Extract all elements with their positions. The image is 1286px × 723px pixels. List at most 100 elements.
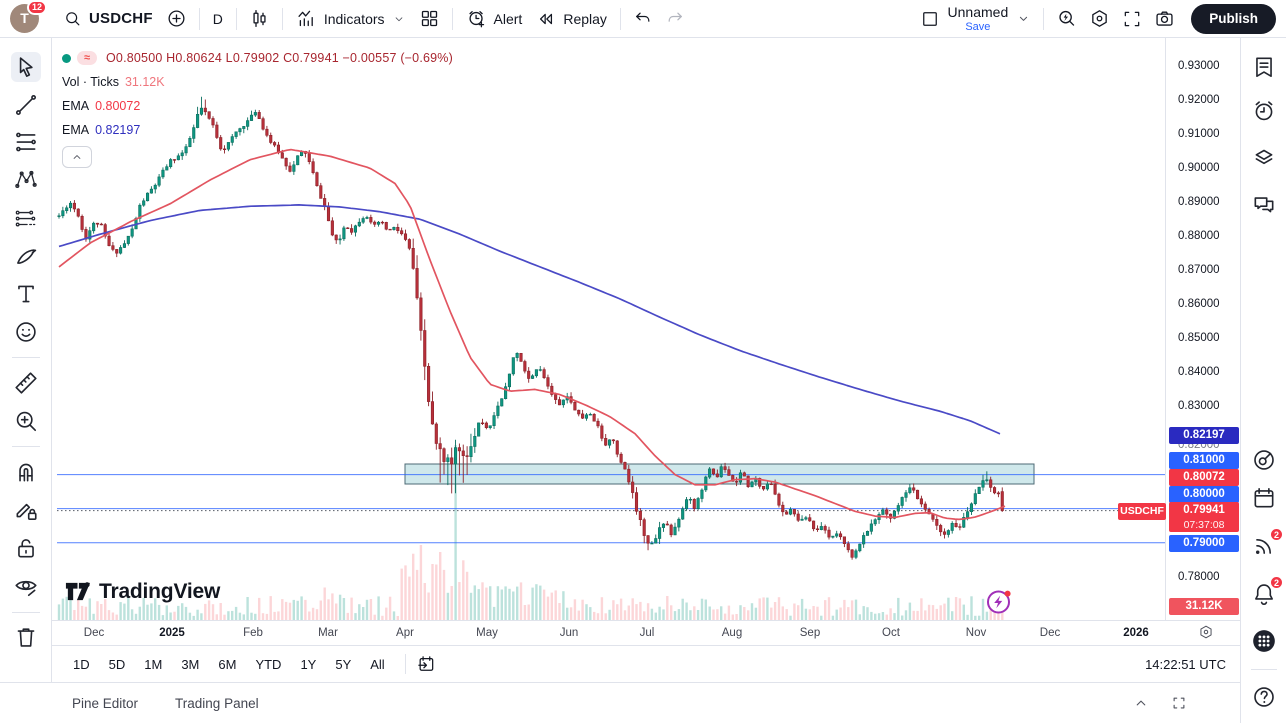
ideas-icon [1251,447,1277,473]
tool-fib-retracement[interactable] [11,127,41,157]
range-3m[interactable]: 3M [181,656,200,672]
range-5y[interactable]: 5Y [335,656,352,672]
settings-gear-icon[interactable] [1089,8,1110,29]
tab-trading-panel[interactable]: Trading Panel [175,695,259,711]
go-to-date-icon[interactable] [416,654,436,674]
sidebar-item-chat[interactable] [1250,190,1278,218]
magnet-mode-icon [13,459,39,485]
fullscreen-icon[interactable] [1122,9,1142,29]
price-tick: 0.89000 [1178,196,1220,208]
redo-icon[interactable] [665,9,685,29]
sidebar-item-apps-menu[interactable] [1250,627,1278,655]
range-5d[interactable]: 5D [108,656,126,672]
range-1d[interactable]: 1D [73,656,90,672]
separator [451,7,453,30]
sidebar-item-object-tree[interactable] [1250,143,1278,171]
tool-lock-all-drawings[interactable] [11,533,41,563]
separator [1043,7,1045,30]
topbar-right-group: Unnamed Save Publish [914,3,1276,34]
ema-fast-legend-row[interactable]: EMA 0.80072 [62,94,453,118]
price-tick: 0.88000 [1178,230,1220,242]
tool-forecast[interactable] [11,203,41,233]
watchlist-icon [1251,54,1277,80]
xabcd-pattern-icon [13,167,39,193]
price-tick: 0.87000 [1178,264,1220,276]
flash-alert-icon[interactable] [985,587,1014,619]
tool-text[interactable] [11,279,41,309]
notification-count-badge: 12 [26,0,47,15]
interval-button[interactable]: D [206,4,230,34]
volume-legend-row[interactable]: Vol · Ticks 31.12K [62,70,453,94]
quick-search-icon[interactable] [1056,8,1077,29]
clock[interactable]: 14:22:51 UTC [1145,656,1226,672]
undo-icon[interactable] [633,9,653,29]
candlestick-chart[interactable] [52,38,1165,620]
sidebar-item-alerts[interactable] [1250,97,1278,125]
panel-expand-icon[interactable] [1132,694,1150,712]
tool-ruler[interactable] [11,368,41,398]
range-6m[interactable]: 6M [218,656,237,672]
symbol-search[interactable]: USDCHF [56,4,160,34]
hide-all-drawings-icon [13,573,39,599]
layout-menu[interactable]: Unnamed Save [948,5,1009,33]
alert-button[interactable]: Alert [459,4,530,34]
sidebar-item-help[interactable] [1250,683,1278,711]
price-label: 0.80072 [1169,469,1239,486]
range-1y[interactable]: 1Y [300,656,317,672]
symbol-price-tag: USDCHF [1118,503,1166,520]
axis-settings-gear-icon[interactable] [1198,624,1214,640]
ohlc-values: O0.80500 H0.80624 L0.79902 C0.79941 −0.0… [106,50,453,65]
tool-brush[interactable] [11,241,41,271]
range-ytd[interactable]: YTD [255,656,282,672]
tool-trend-line[interactable] [11,90,41,120]
tradingview-logo-icon [65,582,91,601]
tool-magnet-mode[interactable] [11,457,41,487]
price-tick: 0.93000 [1178,60,1220,72]
time-tick: Oct [882,627,900,639]
sidebar-item-streams[interactable]: 2 [1250,527,1284,560]
layout-grid-icon[interactable] [419,8,440,29]
ema-slow-value: 0.82197 [95,122,141,137]
chevron-down-icon[interactable] [1016,11,1031,26]
ema-slow-legend-row[interactable]: EMA 0.82197 [62,118,453,142]
tool-hide-all-drawings[interactable] [11,571,41,601]
panel-maximize-icon[interactable] [1170,694,1188,712]
alert-clock-icon [466,8,487,29]
alert-label: Alert [493,10,523,27]
price-label: 0.82197 [1169,427,1239,444]
tool-xabcd-pattern[interactable] [11,165,41,195]
tab-pine-editor[interactable]: Pine Editor [72,695,139,711]
save-button[interactable]: Save [965,20,991,33]
sidebar-item-watchlist[interactable] [1250,53,1278,81]
add-symbol-icon[interactable] [166,8,187,29]
divider [12,612,40,613]
tool-zoom-in[interactable] [11,406,41,436]
tool-emoji[interactable] [11,317,41,347]
chart-type-icon[interactable] [249,8,270,29]
publish-button[interactable]: Publish [1191,3,1276,34]
price-tick: 0.84000 [1178,366,1220,378]
time-tick: Jun [559,627,579,639]
sidebar-item-calendar[interactable] [1250,484,1278,512]
interval-label: D [212,10,223,27]
forecast-icon [13,205,39,231]
snapshot-camera-icon[interactable] [1154,8,1175,29]
replay-button[interactable]: Replay [529,4,614,34]
tool-remove-objects[interactable] [11,622,41,652]
time-tick: Mar [318,627,338,639]
tool-cursor[interactable] [11,52,41,82]
range-1m[interactable]: 1M [144,656,163,672]
range-all[interactable]: All [370,656,385,672]
legend-collapse-button[interactable] [62,146,92,168]
time-axis[interactable]: Dec 2025 Feb Mar Apr May Jun Jul Aug Sep Oct Nov Dec… [52,620,1240,645]
user-avatar[interactable]: T 12 [10,0,47,34]
time-tick: Dec [1039,627,1061,639]
indicators-button[interactable]: Indicators [289,4,413,34]
symbol-legend-row[interactable]: ≈ O0.80500 H0.80624 L0.79902 C0.79941 −0… [62,46,453,70]
layout-square-icon[interactable] [920,9,940,29]
price-axis[interactable]: 0.93000 0.92000 0.91000 0.90000 0.89000 0.880… [1165,38,1240,620]
avatar-initial: T [20,10,29,26]
tool-stay-in-drawing-mode[interactable] [11,495,41,525]
sidebar-item-notifications[interactable]: 2 [1250,575,1284,608]
sidebar-item-ideas[interactable] [1250,446,1278,474]
